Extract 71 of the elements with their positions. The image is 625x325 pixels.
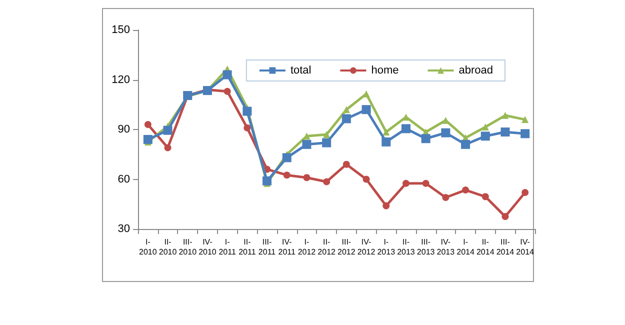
x-tick-label: III- 2013 (416, 238, 436, 256)
point (522, 116, 529, 124)
point (442, 194, 450, 201)
point (362, 90, 370, 98)
point (164, 144, 172, 152)
x-tick-label: II- 2013 (397, 238, 416, 256)
x-tick-label: IV- 2011 (278, 238, 296, 256)
point (382, 202, 390, 210)
point (382, 137, 391, 146)
x-tick-label: I- 2011 (218, 238, 236, 256)
point (282, 153, 292, 162)
x-tick-label: II- 2011 (238, 238, 256, 256)
point (143, 134, 152, 144)
point (482, 124, 489, 131)
point (441, 128, 450, 138)
point (382, 128, 390, 136)
y-tick-label: 30 (118, 223, 130, 235)
x-tick-label: IV- 2010 (198, 238, 217, 256)
x-tick-label: II- 2014 (476, 238, 495, 256)
point (480, 132, 490, 141)
legend-label: home (371, 64, 399, 76)
point (502, 213, 509, 220)
point (362, 176, 370, 183)
point (500, 127, 510, 136)
x-tick-label: III- 2014 (496, 238, 515, 256)
point (402, 180, 410, 187)
x-tick-label: I- 2012 (298, 238, 316, 256)
x-tick-label: I- 2010 (139, 238, 158, 256)
point (262, 176, 272, 186)
point (302, 140, 312, 149)
point (401, 124, 410, 134)
y-tick-label: 90 (118, 124, 130, 136)
point (323, 178, 330, 186)
point (222, 70, 232, 80)
x-tick-label: IV- 2013 (436, 238, 456, 256)
y-tick-label: 120 (112, 74, 130, 86)
x-tick-label: II- 2010 (158, 238, 178, 256)
point (402, 114, 410, 121)
point (421, 134, 430, 144)
point (422, 180, 430, 187)
x-tick-label: II- 2012 (318, 238, 336, 256)
point (342, 114, 351, 124)
x-tick-label: I- 2013 (377, 238, 396, 256)
point (244, 124, 251, 132)
x-tick-label: I- 2014 (456, 238, 475, 256)
x-tick-label: IV- 2012 (357, 238, 376, 256)
y-tick-label: 60 (118, 173, 130, 186)
point (163, 126, 172, 135)
point (462, 186, 470, 194)
point (322, 138, 332, 148)
point (502, 112, 509, 119)
y-tick-label: 150 (112, 24, 130, 36)
point (224, 88, 231, 95)
point (323, 130, 330, 138)
point (520, 129, 530, 138)
point (283, 172, 290, 179)
point (482, 193, 489, 200)
legend-label: total (290, 64, 312, 76)
legend-label: abroad (458, 64, 494, 76)
point (342, 106, 350, 114)
point (461, 140, 470, 149)
point (242, 106, 252, 116)
x-tick-label: III- 2012 (338, 238, 356, 256)
point (342, 160, 350, 168)
point (522, 189, 529, 196)
x-tick-label: III- 2010 (178, 238, 198, 256)
x-tick-label: III- 2011 (258, 238, 276, 256)
point (362, 105, 371, 114)
x-tick-label: IV- 2014 (516, 238, 535, 256)
point (303, 174, 310, 182)
point (144, 121, 152, 128)
